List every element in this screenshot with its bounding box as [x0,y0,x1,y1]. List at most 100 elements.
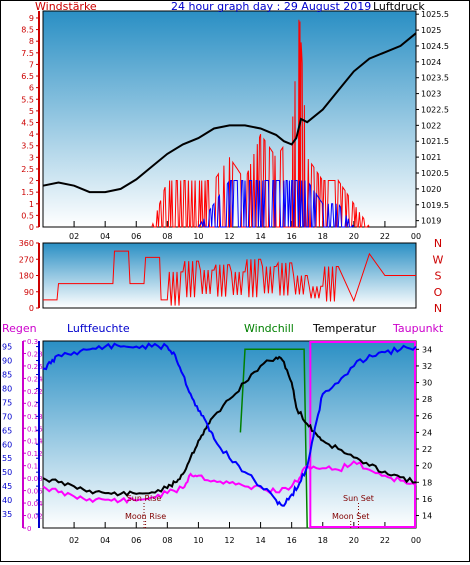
wind-axis-tick-label: 2 [29,177,34,186]
direction-axis-tick-label: 90 [24,288,34,297]
compass-label: W [433,253,444,266]
pressure-axis-tick-label: 1024.5 [421,42,449,51]
rain-axis-tick-label: 0.24 [27,375,43,383]
panel2-series [43,250,416,306]
time-axis-tick-label: 16 [287,232,297,241]
rain-axis-tick-label: 0.28 [27,350,43,358]
wind-axis-tick-label: 8 [29,37,34,46]
time-axis-tick-label: 10 [193,232,203,241]
pressure-axis-tick-label: 1025 [421,26,441,35]
humidity-axis-tick-label: 55 [2,454,12,463]
pressure-axis-tick-label: 1019 [421,217,441,226]
compass-label: S [435,270,442,283]
temp-axis-tick-label: 14 [422,512,432,521]
panel3-series [42,341,417,529]
temp-axis-tick-label: 28 [422,395,432,404]
annotation-label: Moon Rise [125,512,166,521]
pressure-axis-tick-label: 1020.5 [421,169,449,178]
wind-speed-axis: 0 0.5 1 1.5 2 2.5 3 3.5 4 4.5 5 5.5 6 6.5 7 7.5 8 8.5 9 [21,11,40,232]
pressure-wind-plot-area [42,10,417,228]
temp-axis-tick-label: 18 [422,478,432,487]
rain-axis-tick-label: 0.18 [27,413,43,421]
wind-axis-tick-label: 3 [29,153,34,162]
wind-direction-series [43,250,416,306]
humidity-axis-tick-label: 50 [2,468,12,477]
pressure-label: Luftdruck [373,1,425,13]
pressure-axis-tick-label: 1021.5 [421,137,449,146]
humidity-axis-tick-label: 95 [2,343,12,352]
rain-axis-tick-label: 0.02 [27,513,43,521]
rain-axis-tick-label: 0.1 [27,463,38,471]
gust-series [151,19,370,228]
temperature-humidity-plot-area [42,340,417,529]
rain-axis-tick-label: 0.16 [27,425,43,433]
pressure-axis-tick-label: 1020 [421,185,441,194]
sun-moon-annotations: Sun Rise Moon Rise Sun Set Moon Set [125,494,374,528]
humidity-axis-tick-label: 80 [2,384,12,393]
humidity-axis-tick-label: 65 [2,426,12,435]
humidity-axis-tick-label: 35 [2,510,12,519]
humidity-axis-tick-label: 90 [2,357,12,366]
time-axis-tick-label: 16 [287,536,297,545]
pressure-axis-tick-label: 1023.5 [421,74,449,83]
humidity-axis-tick-label: 60 [2,440,12,449]
panel1-time-axis: 02 04 06 08 10 12 14 16 18 20 22 00 [69,221,421,241]
direction-axis-tick-label: 360 [19,239,34,248]
direction-axis-tick-label: 0 [29,304,34,313]
rain-axis-tick-label: 0.3 [27,338,38,346]
dewpoint-series [42,460,417,504]
humidity-axis-tick-label: 85 [2,370,12,379]
wind-axis-tick-label: 4 [29,130,34,139]
rain-axis-tick-label: 0.12 [27,450,43,458]
humidity-axis-tick-label: 75 [2,398,12,407]
time-axis-tick-label: 02 [69,536,79,545]
wind-axis-tick-label: 8.5 [21,26,34,35]
time-axis-tick-label: 00 [411,536,421,545]
temp-axis-tick-label: 22 [422,445,432,454]
rain-axis-tick-label: 0.14 [27,438,43,446]
windchill-label: Windchill [244,322,294,335]
rain-axis-tick-label: 0 [27,525,31,533]
wind-strength-label: Windstärke [35,1,97,13]
humidity-series [42,342,417,507]
temp-axis-tick-label: 20 [422,462,432,471]
panel3-axes: 0 0.02 0.04 0.06 0.08 0.1 0.12 0.14 0.16 0.18 0.2 0… [2,338,432,533]
time-axis-tick-label: 10 [193,536,203,545]
pressure-series [42,32,417,194]
direction-axis-tick-label: 180 [19,272,34,281]
time-axis-tick-label: 08 [162,232,172,241]
humidity-axis-tick-label: 40 [2,496,12,505]
time-axis-tick-label: 22 [380,536,390,545]
wind-axis-tick-label: 4.5 [21,118,34,127]
time-axis-tick-label: 22 [380,232,390,241]
wind-series [197,180,355,228]
annotation-label: Sun Set [343,494,374,503]
wind-axis-tick-label: 6 [29,84,34,93]
temp-axis-tick-label: 34 [422,345,432,354]
time-axis-tick-label: 20 [349,536,359,545]
rain-axis-tick-label: 0.06 [27,488,43,496]
pressure-axis: 1019 1019.5 1020 1020.5 1021 1021.5 1022 1022.5… [416,10,449,226]
time-axis-tick-label: 04 [100,536,110,545]
time-axis-tick-label: 04 [100,232,110,241]
time-axis-tick-label: 18 [318,232,328,241]
pressure-axis-tick-label: 1025.5 [421,10,449,19]
temp-axis-tick-label: 24 [422,428,432,437]
time-axis-tick-label: 20 [349,232,359,241]
panel1-series [42,19,417,228]
wind-axis-tick-label: 7.5 [21,49,34,58]
time-axis-tick-label: 18 [318,536,328,545]
pressure-axis-tick-label: 1022.5 [421,105,449,114]
pressure-chart-title: 24 hour graph day : 29 August 2019 [171,1,371,13]
humidity-axis-tick-label: 70 [2,412,12,421]
time-axis-tick-label: 14 [255,536,265,545]
temp-axis-tick-label: 32 [422,362,432,371]
wind-direction-degree-axis: 0 90 180 270 360 [19,239,40,313]
humidity-label: Luftfeuchte [67,322,130,335]
pressure-axis-tick-label: 1019.5 [421,201,449,210]
wind-axis-tick-label: 6.5 [21,72,34,81]
time-axis-tick-label: 08 [162,536,172,545]
wind-axis-tick-label: 0 [29,223,34,232]
